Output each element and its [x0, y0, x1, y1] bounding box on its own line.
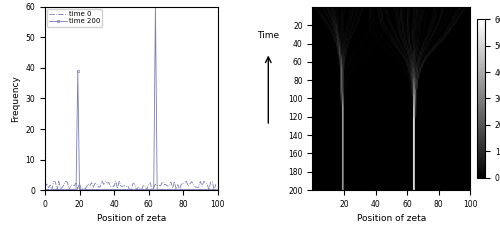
time 0	[208, 180, 214, 183]
X-axis label: Position of zeta: Position of zeta	[356, 214, 426, 223]
time 200	[75, 70, 81, 72]
time 200	[130, 189, 136, 191]
time 200	[82, 189, 87, 191]
Legend: time 0, time 200: time 0, time 200	[47, 9, 102, 27]
time 0	[213, 183, 219, 185]
Text: Time: Time	[257, 31, 280, 40]
time 0	[112, 180, 118, 182]
Line: time 200: time 200	[44, 3, 217, 191]
Line: time 0: time 0	[45, 181, 216, 190]
time 0	[84, 186, 89, 189]
Y-axis label: Frequency: Frequency	[11, 75, 20, 122]
time 0	[66, 189, 72, 191]
time 200	[206, 189, 212, 191]
time 200	[152, 3, 158, 5]
X-axis label: Position of zeta: Position of zeta	[96, 214, 166, 223]
time 0	[134, 188, 140, 191]
time 200	[200, 189, 206, 191]
time 200	[42, 189, 48, 191]
time 200	[213, 189, 219, 191]
time 0	[148, 181, 154, 184]
time 200	[144, 189, 150, 191]
time 0	[202, 181, 208, 184]
time 0	[42, 187, 48, 190]
time 0	[76, 182, 82, 184]
